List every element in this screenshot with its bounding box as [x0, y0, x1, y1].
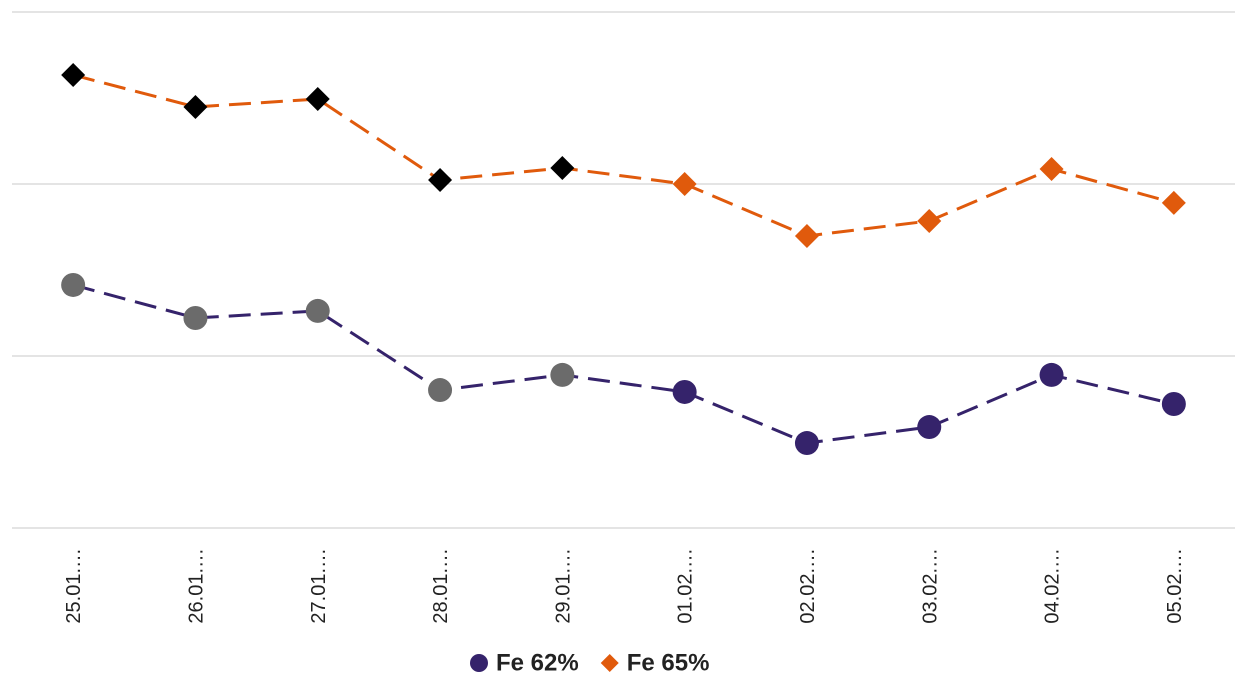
point [428, 168, 453, 193]
x-tick-label: 02.02.… [797, 548, 819, 624]
series-line [72, 283, 1175, 445]
x-tick-label: 04.02.… [1042, 548, 1064, 624]
legend-label: Fe 62% [496, 649, 579, 675]
point [305, 298, 330, 323]
point [1161, 391, 1186, 416]
legend-marker [600, 654, 619, 672]
legend: Fe 62% Fe 65% [470, 649, 709, 675]
series-line [72, 73, 1175, 238]
x-tick-label: 27.01.… [308, 548, 330, 624]
point [672, 379, 697, 404]
point [672, 172, 697, 196]
legend-marker [470, 654, 488, 672]
x-tick-label: 03.02.… [919, 548, 941, 624]
point [428, 378, 453, 403]
x-tick-label: 29.01.… [552, 548, 574, 624]
x-tick-label: 05.02.… [1164, 548, 1186, 624]
point [917, 415, 942, 440]
point [1161, 190, 1186, 215]
point [550, 156, 575, 181]
point [794, 431, 819, 456]
point [917, 208, 942, 233]
point [183, 305, 208, 330]
point [61, 272, 86, 297]
x-tick-label: 01.02.… [675, 548, 697, 624]
point [305, 87, 330, 112]
point [1039, 157, 1064, 182]
x-tick-label: 25.01.… [63, 548, 85, 624]
point [183, 94, 208, 119]
x-tick-label: 26.01.… [185, 548, 207, 624]
point [550, 362, 575, 387]
legend-label: Fe 65% [627, 649, 710, 675]
point [61, 62, 86, 87]
point [794, 223, 819, 248]
x-tick-label: 28.01.… [430, 548, 452, 624]
point [1039, 362, 1064, 387]
